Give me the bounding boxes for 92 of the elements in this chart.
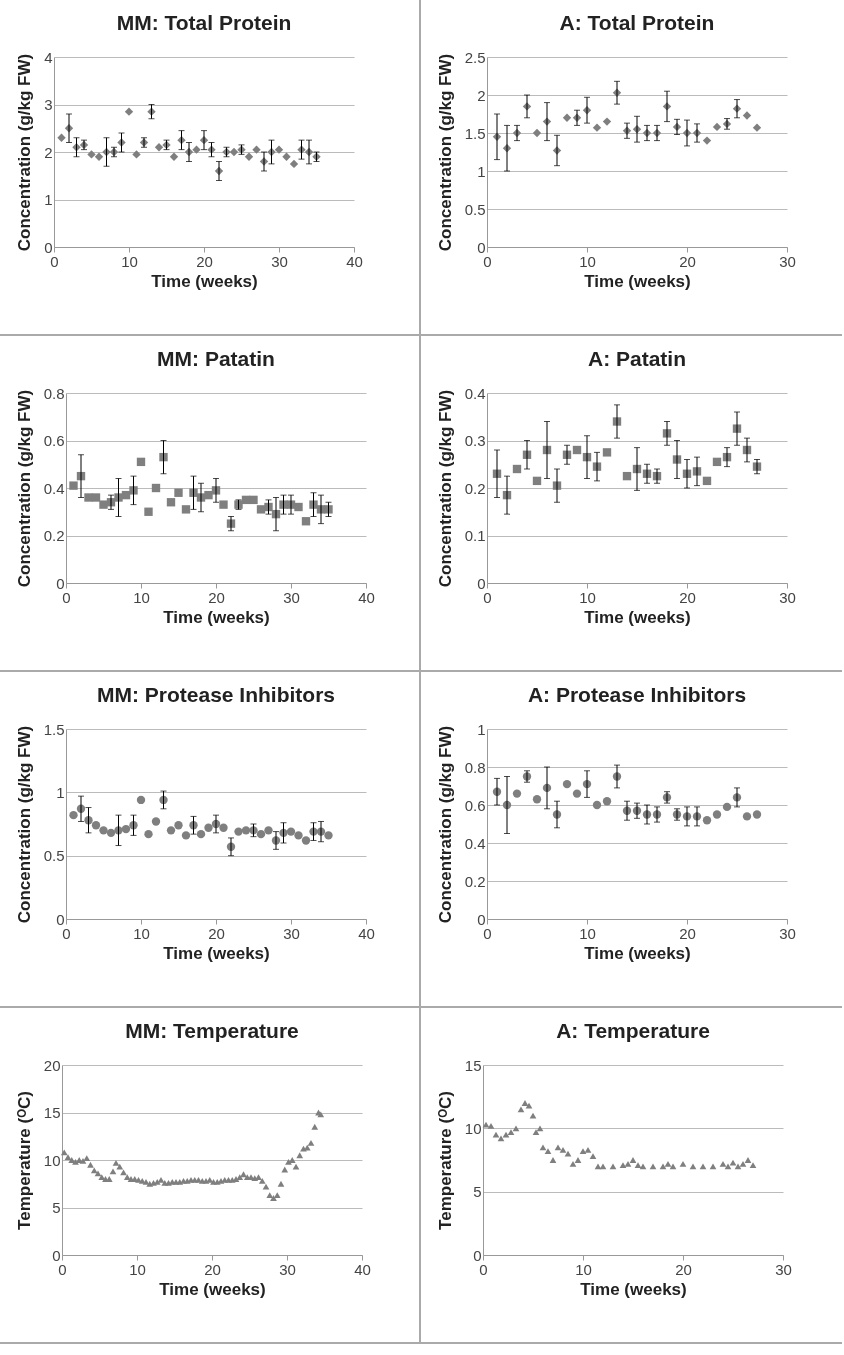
y-tick-label: 2 bbox=[477, 86, 486, 104]
y-tick-label: 0 bbox=[477, 574, 486, 592]
y-tick-label: 1 bbox=[477, 720, 486, 738]
x-tick-label: 10 bbox=[579, 252, 596, 270]
x-tick-label: 30 bbox=[775, 1260, 792, 1278]
y-tick-label: 5 bbox=[52, 1199, 61, 1216]
x-axis-title: Time (weeks) bbox=[584, 607, 691, 627]
y-tick-label: 10 bbox=[464, 1119, 482, 1137]
x-tick-label: 20 bbox=[679, 252, 696, 270]
y-tick-label: 0.1 bbox=[464, 527, 486, 544]
chart-title: MM: Protease Inhibitors bbox=[96, 683, 336, 706]
x-tick-label: 30 bbox=[279, 1260, 296, 1278]
y-axis-title: Concentration (g/kg FW) bbox=[14, 725, 34, 924]
y-axis-title: Temperature (ᴼC) bbox=[14, 1091, 34, 1230]
y-tick-label: 1.5 bbox=[464, 124, 486, 142]
y-tick-label: 0 bbox=[477, 238, 486, 256]
chart-title: MM: Temperature bbox=[125, 1019, 299, 1042]
y-tick-label: 0.6 bbox=[43, 432, 65, 449]
x-tick-label: 40 bbox=[354, 1260, 371, 1278]
y-tick-label: 0 bbox=[52, 1246, 61, 1264]
x-tick-label: 10 bbox=[579, 588, 596, 606]
x-tick-label: 10 bbox=[575, 1260, 592, 1278]
x-tick-label: 30 bbox=[779, 252, 796, 270]
y-tick-label: 0.4 bbox=[43, 479, 65, 497]
y-axis-title: Concentration (g/kg FW) bbox=[435, 53, 455, 252]
y-tick-label: 4 bbox=[44, 48, 53, 66]
y-tick-label: 2 bbox=[44, 143, 53, 161]
x-tick-label: 20 bbox=[208, 924, 225, 942]
x-tick-label: 40 bbox=[346, 252, 363, 270]
x-tick-label: 20 bbox=[679, 924, 696, 942]
x-axis-title: Time (weeks) bbox=[163, 943, 270, 963]
y-tick-label: 0.2 bbox=[464, 872, 486, 890]
y-tick-label: 0.8 bbox=[464, 758, 486, 776]
y-tick-label: 0 bbox=[473, 1246, 482, 1264]
x-axis-title: Time (weeks) bbox=[580, 1279, 687, 1299]
chart-title: A: Total Protein bbox=[559, 11, 715, 34]
x-axis-title: Time (weeks) bbox=[151, 271, 258, 291]
y-axis-title: Concentration (g/kg FW) bbox=[15, 53, 35, 252]
y-axis-title: Concentration (g/kg FW) bbox=[435, 389, 455, 588]
y-tick-label: 0.5 bbox=[43, 847, 65, 865]
y-axis-title: Temperature (ᴼC) bbox=[435, 1091, 455, 1230]
y-tick-label: 0.4 bbox=[464, 834, 486, 852]
x-tick-label: 30 bbox=[283, 588, 300, 606]
y-tick-label: 1 bbox=[477, 162, 486, 180]
y-tick-label: 0 bbox=[56, 910, 65, 928]
x-tick-label: 20 bbox=[675, 1260, 692, 1278]
x-tick-label: 20 bbox=[208, 588, 225, 606]
chart-title: A: Temperature bbox=[556, 1019, 710, 1042]
x-tick-label: 30 bbox=[271, 252, 288, 270]
x-tick-label: 10 bbox=[133, 924, 150, 942]
y-tick-label: 0.2 bbox=[43, 527, 65, 544]
x-axis-title: Time (weeks) bbox=[159, 1279, 266, 1299]
y-tick-label: 3 bbox=[44, 96, 53, 113]
y-axis-title: Concentration (g/kg FW) bbox=[14, 389, 34, 588]
y-tick-label: 15 bbox=[464, 1056, 482, 1074]
y-tick-label: 0.8 bbox=[43, 384, 65, 402]
x-tick-label: 30 bbox=[283, 924, 300, 942]
x-axis-title: Time (weeks) bbox=[584, 943, 691, 963]
chart-title: MM: Patatin bbox=[157, 347, 275, 370]
x-axis-title: Time (weeks) bbox=[584, 271, 691, 291]
y-tick-label: 1 bbox=[56, 783, 65, 801]
y-tick-label: 0.3 bbox=[464, 432, 486, 449]
y-tick-label: 0.2 bbox=[464, 479, 486, 497]
y-axis-title: Concentration (g/kg FW) bbox=[435, 725, 455, 924]
x-tick-label: 10 bbox=[133, 588, 150, 606]
x-tick-label: 20 bbox=[204, 1260, 221, 1278]
y-tick-label: 0 bbox=[56, 574, 65, 592]
x-tick-label: 30 bbox=[779, 924, 796, 942]
chart-title: A: Patatin bbox=[587, 347, 687, 370]
chart-title: MM: Total Protein bbox=[116, 11, 292, 34]
x-tick-label: 20 bbox=[196, 252, 213, 270]
y-tick-label: 5 bbox=[473, 1183, 482, 1201]
y-tick-label: 1 bbox=[44, 191, 53, 208]
y-tick-label: 2.5 bbox=[464, 48, 486, 66]
y-tick-label: 0 bbox=[477, 910, 486, 928]
x-tick-label: 30 bbox=[779, 588, 796, 606]
y-tick-label: 0.5 bbox=[464, 200, 486, 218]
x-tick-label: 10 bbox=[579, 924, 596, 942]
y-tick-label: 15 bbox=[43, 1104, 61, 1121]
x-tick-label: 40 bbox=[358, 924, 375, 942]
x-axis-title: Time (weeks) bbox=[163, 607, 270, 627]
y-tick-label: 1.5 bbox=[43, 720, 65, 738]
y-tick-label: 10 bbox=[43, 1151, 61, 1169]
y-tick-label: 0.6 bbox=[464, 796, 486, 814]
x-tick-label: 40 bbox=[358, 588, 375, 606]
y-tick-label: 20 bbox=[43, 1056, 61, 1074]
chart-title: A: Protease Inhibitors bbox=[527, 683, 747, 706]
x-tick-label: 10 bbox=[121, 252, 138, 270]
x-tick-label: 20 bbox=[679, 588, 696, 606]
y-tick-label: 0.4 bbox=[464, 384, 486, 402]
y-tick-label: 0 bbox=[44, 238, 53, 256]
x-tick-label: 10 bbox=[129, 1260, 146, 1278]
